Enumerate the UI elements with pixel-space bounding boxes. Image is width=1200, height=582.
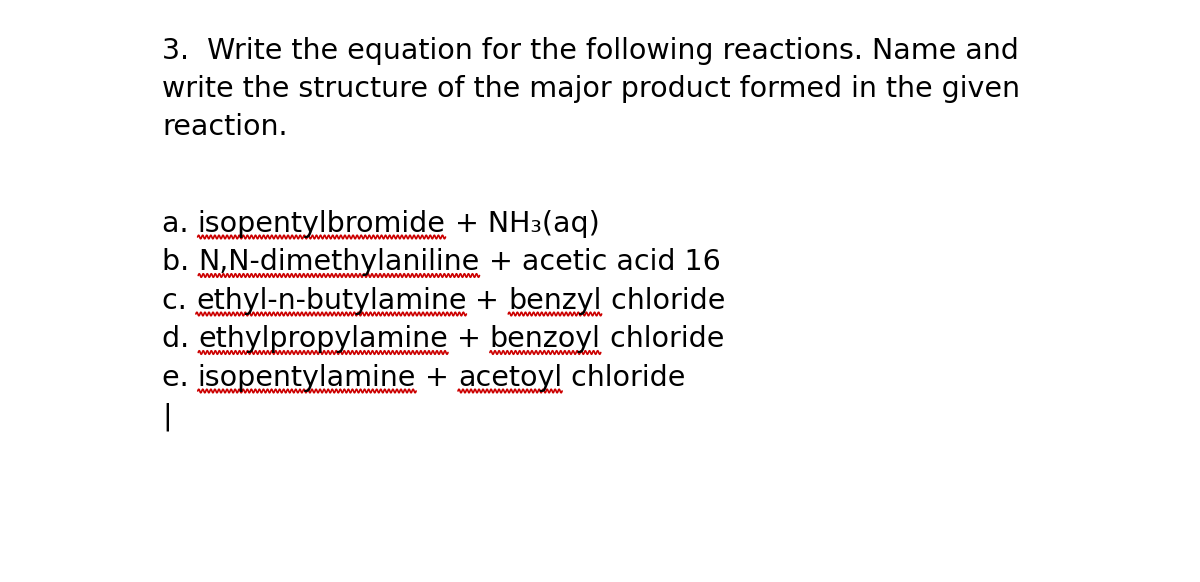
Text: chloride: chloride — [562, 364, 685, 392]
Text: write the structure of the major product formed in the given: write the structure of the major product… — [162, 75, 1020, 103]
Text: ethyl-n-butylamine: ethyl-n-butylamine — [196, 287, 467, 315]
Text: c.: c. — [162, 287, 196, 315]
Text: e.: e. — [162, 364, 198, 392]
Text: +: + — [467, 287, 509, 315]
Text: benzoyl: benzoyl — [490, 325, 601, 353]
Text: b.: b. — [162, 249, 198, 276]
Text: acetoyl: acetoyl — [458, 364, 562, 392]
Text: benzyl: benzyl — [509, 287, 601, 315]
Text: 3.  Write the equation for the following reactions. Name and: 3. Write the equation for the following … — [162, 37, 1019, 65]
Text: + acetic acid 16: + acetic acid 16 — [480, 249, 720, 276]
Text: chloride: chloride — [601, 325, 724, 353]
Text: N,N-dimethylaniline: N,N-dimethylaniline — [198, 249, 480, 276]
Text: chloride: chloride — [601, 287, 725, 315]
Text: isopentylamine: isopentylamine — [198, 364, 416, 392]
Text: +: + — [448, 325, 490, 353]
Text: a.: a. — [162, 210, 198, 238]
Text: +: + — [416, 364, 458, 392]
Text: isopentylbromide: isopentylbromide — [198, 210, 445, 238]
Text: d.: d. — [162, 325, 198, 353]
Text: reaction.: reaction. — [162, 113, 288, 141]
Text: |: | — [162, 403, 172, 431]
Text: ethylpropylamine: ethylpropylamine — [198, 325, 448, 353]
Text: + NH₃(aq): + NH₃(aq) — [445, 210, 599, 238]
